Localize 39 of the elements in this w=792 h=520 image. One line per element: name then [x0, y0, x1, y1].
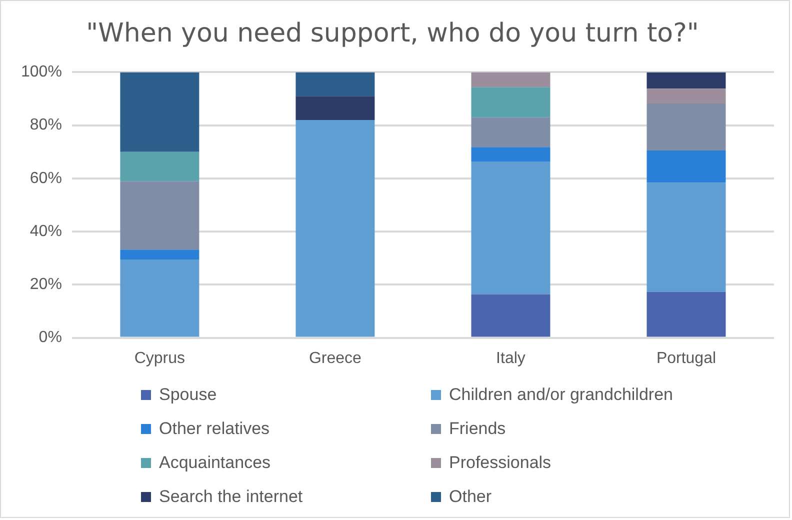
bar	[471, 147, 550, 162]
legend-label: Children and/or grandchildren	[449, 385, 673, 405]
bar	[646, 72, 726, 89]
bar	[471, 161, 550, 294]
legend-label: Other relatives	[159, 419, 270, 439]
x-tick-label: Greece	[308, 350, 362, 367]
bar	[120, 259, 200, 337]
x-tick-label: Portugal	[656, 350, 716, 367]
bar	[646, 150, 726, 183]
y-tick-label: 0%	[38, 329, 62, 346]
bar	[471, 117, 550, 148]
bar	[120, 181, 200, 250]
legend-label: Acquaintances	[159, 453, 271, 473]
legend-label: Friends	[449, 419, 506, 439]
x-tick-label: Cyprus	[134, 350, 186, 367]
bar	[646, 292, 726, 337]
bar	[296, 72, 375, 96]
y-tick-label: 100%	[21, 64, 62, 81]
bar	[646, 88, 726, 104]
y-tick-label: 20%	[30, 276, 62, 294]
bar	[471, 72, 550, 88]
chart-title: "When you need support, who do you turn to?"	[86, 18, 699, 48]
bar	[120, 250, 200, 260]
legend-label: Spouse	[159, 385, 217, 405]
y-tick-label: 40%	[30, 222, 62, 240]
bar	[120, 72, 200, 152]
x-tick-label: Italy	[496, 350, 526, 367]
legend-label: Search the internet	[159, 487, 303, 507]
y-tick-label: 80%	[30, 116, 62, 134]
bar	[471, 294, 550, 337]
legend-label: Professionals	[449, 453, 552, 473]
y-tick-label: 60%	[30, 170, 62, 187]
bar	[296, 120, 375, 337]
bar	[646, 182, 726, 292]
legend-label: Other	[449, 487, 492, 507]
bar	[296, 96, 375, 120]
bar	[471, 87, 550, 118]
bar	[120, 152, 200, 182]
bar	[646, 104, 726, 151]
